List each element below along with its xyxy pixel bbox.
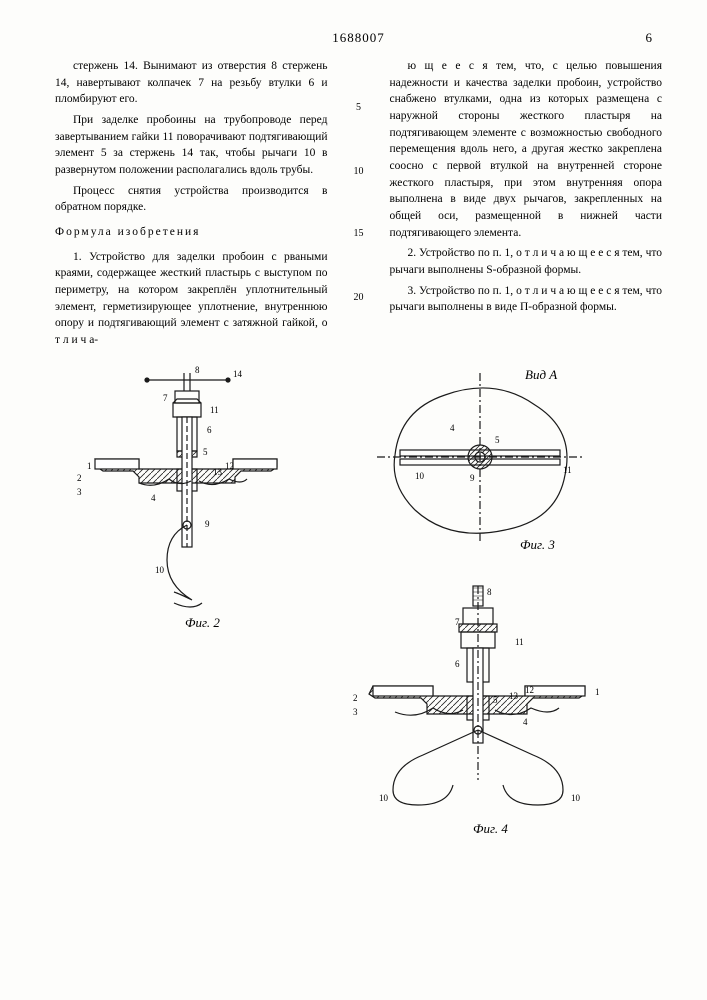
callout: 12 — [525, 685, 534, 695]
callout: 8 — [487, 587, 492, 597]
callout: 10 — [571, 793, 580, 803]
para: стержень 14. Вынимают из отверстия 8 сте… — [55, 58, 328, 108]
left-column: стержень 14. Вынимают из отверстия 8 сте… — [55, 58, 328, 353]
line-num: 10 — [354, 166, 364, 177]
page: 1688007 6 стержень 14. Вынимают из отвер… — [0, 0, 707, 1000]
callout: 12 — [225, 461, 234, 471]
callout: 1 — [595, 687, 600, 697]
claims-heading: Формула изобретения — [55, 224, 328, 241]
line-number-gutter: 5 10 15 20 — [350, 58, 368, 353]
callout: 7 — [455, 617, 460, 627]
callout: 4 — [450, 423, 455, 433]
figures-area: 1 2 3 4 5 6 7 8 9 10 11 12 13 14 Фиг. 2 — [55, 365, 662, 885]
figure-3 — [365, 365, 595, 555]
callout: 9 — [470, 473, 475, 483]
callout: 13 — [213, 467, 222, 477]
para: 1. Устройство для заделки пробоин с рван… — [55, 249, 328, 349]
line-num: 5 — [356, 102, 361, 113]
page-number: 6 — [646, 30, 653, 46]
callout: 10 — [415, 471, 424, 481]
para: 3. Устройство по п. 1, о т л и ч а ю щ е… — [390, 283, 663, 316]
callout: 9 — [205, 519, 210, 529]
para: 2. Устройство по п. 1, о т л и ч а ю щ е… — [390, 245, 663, 278]
callout: 11 — [210, 405, 219, 415]
fig-label: Фиг. 3 — [520, 537, 555, 553]
para: При заделке пробоины на трубопроводе пер… — [55, 112, 328, 179]
callout: 13 — [509, 691, 518, 701]
callout: 5 — [495, 435, 500, 445]
callout: 6 — [207, 425, 212, 435]
callout: 4 — [151, 493, 156, 503]
line-num: 20 — [354, 292, 364, 303]
callout: 4 — [523, 717, 528, 727]
figure-2 — [55, 365, 315, 655]
callout: 14 — [233, 369, 242, 379]
callout: 11 — [515, 637, 524, 647]
text-columns: стержень 14. Вынимают из отверстия 8 сте… — [55, 58, 662, 353]
callout: 3 — [77, 487, 82, 497]
callout: 3 — [353, 707, 358, 717]
callout: 10 — [379, 793, 388, 803]
line-num: 15 — [354, 228, 364, 239]
callout: 5 — [493, 695, 498, 705]
view-title: Вид А — [525, 367, 557, 383]
callout: 1 — [87, 461, 92, 471]
para: ю щ е е с я тем, что, с целью повышения … — [390, 58, 663, 241]
callout: 2 — [353, 693, 358, 703]
callout: 10 — [155, 565, 164, 575]
callout: 5 — [203, 447, 208, 457]
doc-number: 1688007 — [55, 30, 662, 46]
fig-label: Фиг. 4 — [473, 821, 508, 837]
right-column: ю щ е е с я тем, что, с целью повышения … — [390, 58, 663, 353]
callout: 8 — [195, 365, 200, 375]
para: Процесс снятия устройства производится в… — [55, 183, 328, 216]
callout: 11 — [563, 465, 572, 475]
callout: 6 — [455, 659, 460, 669]
callout: 2 — [77, 473, 82, 483]
callout: 7 — [163, 393, 168, 403]
fig-label: Фиг. 2 — [185, 615, 220, 631]
